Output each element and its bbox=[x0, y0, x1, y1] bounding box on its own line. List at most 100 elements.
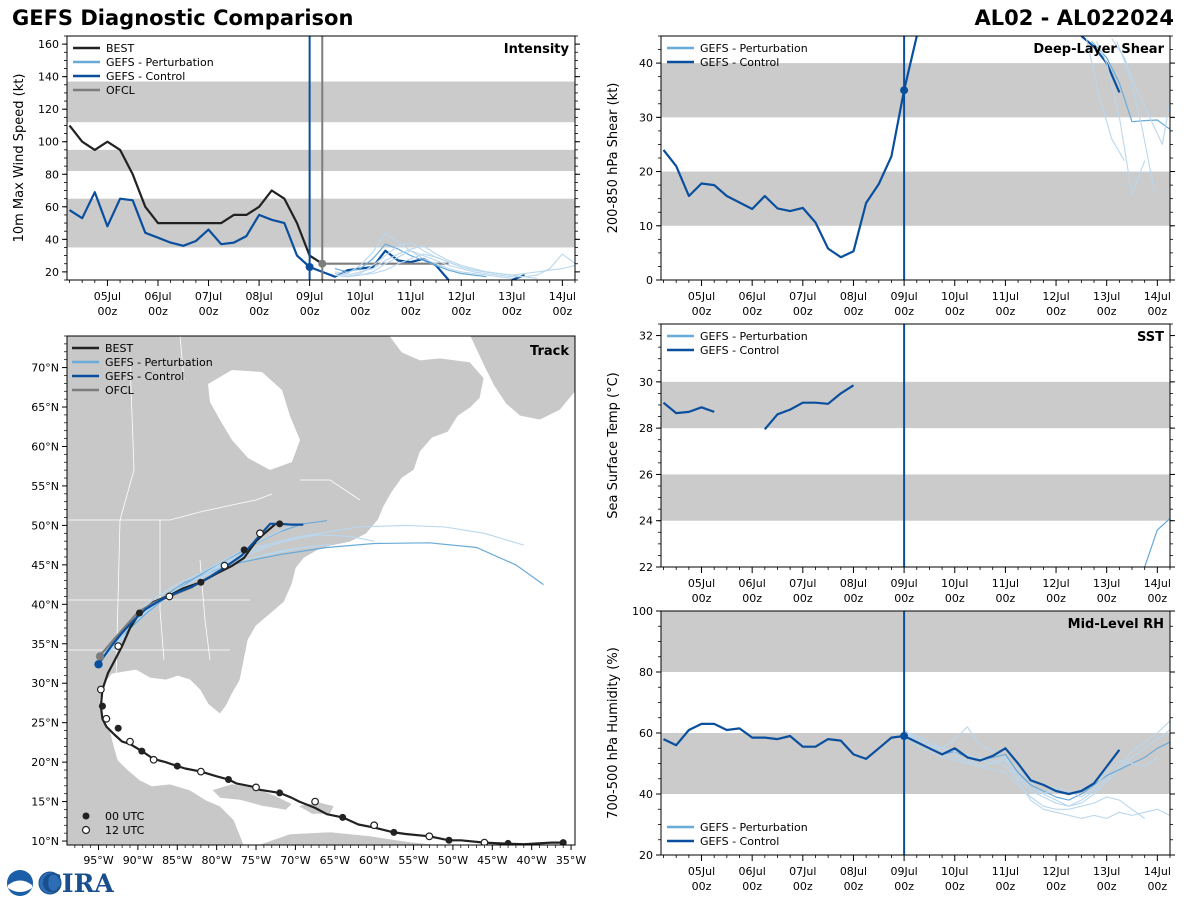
sst-xtick-label: 11Jul bbox=[992, 577, 1019, 590]
intensity-xtick-label: 06Jul bbox=[144, 290, 171, 303]
shear-xtick-label: 05Jul bbox=[688, 290, 715, 303]
shear-legend-label: GEFS - Control bbox=[700, 56, 779, 69]
rh-plot-area bbox=[661, 611, 1170, 855]
best-track-point-12utc bbox=[256, 529, 264, 538]
intensity-xtick-label: 14Jul bbox=[549, 290, 576, 303]
rh-xtick-label: 14Jul bbox=[1144, 865, 1171, 878]
track-xtick-label: 60°W bbox=[359, 854, 389, 867]
rh-ytick-label: 100 bbox=[632, 605, 653, 618]
shear-ytick-label: 0 bbox=[646, 274, 653, 287]
shear-xtick-sublabel: 00z bbox=[945, 305, 965, 318]
sst-xtick-label: 06Jul bbox=[739, 577, 766, 590]
intensity-series-line bbox=[68, 124, 323, 265]
intensity-band bbox=[67, 149, 575, 172]
sst-band bbox=[661, 381, 1170, 429]
shear-xtick-label: 06Jul bbox=[739, 290, 766, 303]
track-time-legend: 00 UTC 12 UTC bbox=[81, 810, 145, 837]
track-axes: 10°N 15°N 20°N 25°N 30°N 35°N 40°N 45°N 50°N 55°N… bbox=[31, 335, 586, 867]
rh-xtick-label: 08Jul bbox=[840, 865, 867, 878]
intensity-band bbox=[67, 198, 575, 248]
intensity-xtick-sublabel: 00z bbox=[502, 305, 522, 318]
rh-series-line bbox=[903, 726, 1170, 819]
track-legend-control: GEFS - Control bbox=[105, 370, 184, 383]
best-track-point-12utc bbox=[252, 783, 260, 792]
track-ytick-label: 50°N bbox=[31, 519, 59, 532]
track-legend: BEST GEFS - Perturbation GEFS - Control … bbox=[72, 342, 213, 397]
shear-xtick-label: 11Jul bbox=[992, 290, 1019, 303]
best-track-point-12utc bbox=[480, 838, 489, 845]
shear-point bbox=[900, 86, 909, 95]
intensity-title: Intensity bbox=[504, 42, 570, 57]
track-xtick-label: 85°W bbox=[162, 854, 192, 867]
best-track-point-12utc bbox=[114, 642, 123, 651]
track-xtick-label: 55°W bbox=[398, 854, 428, 867]
rh-xtick-label: 05Jul bbox=[688, 865, 715, 878]
track-xtick-label: 65°W bbox=[320, 854, 350, 867]
best-track-point-00utc bbox=[559, 839, 567, 845]
shear-panel: 0 10 20 30 40 05Jul 00z 06Jul 00z 07Jul 00z 08Jul 00… bbox=[606, 35, 1175, 318]
rh-point bbox=[900, 732, 909, 741]
track-xtick-label: 80°W bbox=[201, 854, 231, 867]
track-ytick-label: 35°N bbox=[31, 638, 59, 651]
intensity-xtick-sublabel: 00z bbox=[350, 305, 370, 318]
track-xtick-label: 90°W bbox=[123, 854, 153, 867]
sst-xtick-sublabel: 00z bbox=[742, 592, 762, 605]
shear-xtick-sublabel: 00z bbox=[742, 305, 762, 318]
intensity-ytick-label: 20 bbox=[45, 266, 59, 279]
sst-plot-bg bbox=[661, 324, 1170, 567]
intensity-ytick-label: 120 bbox=[38, 103, 59, 116]
intensity-xtick-sublabel: 00z bbox=[148, 305, 168, 318]
rh-series-line bbox=[903, 732, 1158, 798]
track-xtick-label: 95°W bbox=[83, 854, 113, 867]
best-track-point-00utc bbox=[390, 828, 398, 836]
globe-icon bbox=[38, 871, 62, 895]
intensity-xtick-sublabel: 00z bbox=[451, 305, 471, 318]
intensity-xtick-label: 07Jul bbox=[195, 290, 222, 303]
track-legend-perturbation: GEFS - Perturbation bbox=[105, 356, 213, 369]
sst-ytick-label: 26 bbox=[639, 468, 653, 481]
track-xtick-label: 50°W bbox=[438, 854, 468, 867]
shear-ytick-label: 10 bbox=[639, 220, 653, 233]
logo-text: CIRA bbox=[42, 869, 114, 898]
intensity-xtick-sublabel: 00z bbox=[98, 305, 118, 318]
intensity-legend-label: GEFS - Control bbox=[106, 70, 185, 83]
shear-xtick-label: 10Jul bbox=[941, 290, 968, 303]
rh-legend-label: GEFS - Control bbox=[700, 835, 779, 848]
best-track-point-00utc bbox=[504, 839, 512, 845]
shear-xtick-label: 14Jul bbox=[1144, 290, 1171, 303]
perturbation-track bbox=[101, 546, 316, 660]
shear-xtick-label: 08Jul bbox=[840, 290, 867, 303]
rh-ytick-label: 80 bbox=[639, 666, 653, 679]
shear-xtick-label: 13Jul bbox=[1093, 290, 1120, 303]
best-track-point-12utc bbox=[425, 832, 434, 841]
sst-ytick-label: 24 bbox=[639, 515, 653, 528]
best-track-point-12utc bbox=[149, 755, 158, 764]
page-title: GEFS Diagnostic Comparison bbox=[12, 6, 354, 30]
rh-band bbox=[661, 611, 1170, 672]
sst-panel: 22 24 26 28 30 32 05Jul 00z 06Jul 00z 07Jul 00z 08Ju… bbox=[606, 323, 1175, 605]
rh-xtick-label: 10Jul bbox=[941, 865, 968, 878]
rh-series-line bbox=[903, 720, 1170, 807]
track-ytick-label: 40°N bbox=[31, 598, 59, 611]
best-track-point-00utc bbox=[339, 813, 347, 821]
sst-xtick-label: 08Jul bbox=[840, 577, 867, 590]
rh-xtick-sublabel: 00z bbox=[996, 880, 1016, 893]
track-xtick-label: 45°W bbox=[477, 854, 507, 867]
shear-ytick-label: 30 bbox=[639, 111, 653, 124]
sst-xtick-sublabel: 00z bbox=[1097, 592, 1117, 605]
rh-xtick-sublabel: 00z bbox=[1147, 880, 1167, 893]
intensity-xtick-label: 11Jul bbox=[397, 290, 424, 303]
rh-xtick-sublabel: 00z bbox=[692, 880, 712, 893]
track-panel: 10°N 15°N 20°N 25°N 30°N 35°N 40°N 45°N 50°N 55°N… bbox=[31, 335, 586, 867]
rh-series-line bbox=[903, 735, 1170, 801]
best-track-point-00utc bbox=[276, 520, 284, 528]
sst-legend-label: GEFS - Control bbox=[700, 344, 779, 357]
track-ytick-label: 70°N bbox=[31, 362, 59, 375]
rh-band bbox=[661, 733, 1170, 794]
sst-band bbox=[661, 474, 1170, 521]
track-ytick-label: 30°N bbox=[31, 677, 59, 690]
track-frame bbox=[66, 335, 576, 846]
best-track-point-12utc bbox=[165, 592, 174, 601]
sst-ytick-label: 28 bbox=[639, 422, 653, 435]
shear-series-line bbox=[1116, 41, 1156, 194]
